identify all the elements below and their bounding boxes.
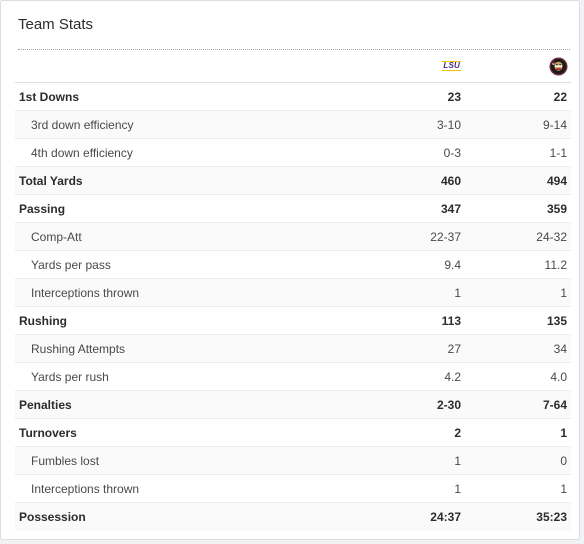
stat-row: Turnovers 2 1 — [15, 419, 571, 447]
stat-value-fsu: 1 — [560, 482, 567, 496]
stat-value-fsu: 494 — [546, 174, 567, 188]
stat-label: Yards per rush — [31, 370, 109, 384]
card-title: Team Stats — [18, 16, 94, 33]
stat-value-fsu: 34 — [553, 342, 567, 356]
stat-label: Penalties — [19, 398, 72, 412]
stat-value-fsu: 135 — [546, 314, 567, 328]
stat-row: Possession 24:37 35:23 — [15, 503, 571, 531]
stat-label: Rushing — [19, 314, 67, 328]
stat-value-lsu: 460 — [440, 174, 461, 188]
fsu-seminole-head-icon — [549, 57, 568, 76]
stat-value-lsu: 2 — [454, 426, 461, 440]
stat-label: Rushing Attempts — [31, 342, 126, 356]
stat-value-lsu: 1 — [454, 482, 461, 496]
stat-value-fsu: 1-1 — [549, 146, 567, 160]
stat-row: Interceptions thrown 1 1 — [15, 279, 571, 307]
stat-value-fsu: 1 — [560, 286, 567, 300]
stat-label: 1st Downs — [19, 90, 80, 104]
stat-value-fsu: 35:23 — [536, 510, 567, 524]
stat-label: Fumbles lost — [31, 454, 100, 468]
stat-value-fsu: 9-14 — [542, 118, 567, 132]
stat-value-fsu: 7-64 — [542, 398, 567, 412]
stat-row: 4th down efficiency 0-3 1-1 — [15, 139, 571, 167]
stat-value-lsu: 27 — [447, 342, 461, 356]
lsu-logo-icon: LSU — [442, 61, 461, 71]
stat-row: Fumbles lost 1 0 — [15, 447, 571, 475]
stat-row: Total Yards 460 494 — [15, 167, 571, 195]
stat-label: Yards per pass — [31, 258, 111, 272]
stat-value-fsu: 11.2 — [544, 258, 567, 272]
stat-value-fsu: 1 — [560, 426, 567, 440]
stat-label: 3rd down efficiency — [31, 118, 134, 132]
stats-table: 1st Downs 23 22 3rd down efficiency 3-10 9-14… — [15, 83, 571, 531]
stat-row: Comp-Att 22-37 24-32 — [15, 223, 571, 251]
stat-value-lsu: 347 — [440, 202, 461, 216]
stat-row: Passing 347 359 — [15, 195, 571, 223]
stat-value-lsu: 1 — [454, 454, 461, 468]
stat-value-lsu: 4.2 — [444, 370, 461, 384]
stat-label: Interceptions thrown — [31, 482, 140, 496]
stat-row: Interceptions thrown 1 1 — [15, 475, 571, 503]
stat-row: Penalties 2-30 7-64 — [15, 391, 571, 419]
stat-label: Comp-Att — [31, 230, 82, 244]
stat-value-fsu: 359 — [546, 202, 567, 216]
stat-row: Rushing 113 135 — [15, 307, 571, 335]
stat-label: Interceptions thrown — [31, 286, 140, 300]
stat-value-fsu: 24-32 — [536, 230, 567, 244]
stat-row: Yards per rush 4.2 4.0 — [15, 363, 571, 391]
stat-value-fsu: 0 — [560, 454, 567, 468]
stat-label: 4th down efficiency — [31, 146, 133, 160]
stat-value-lsu: 1 — [454, 286, 461, 300]
title-divider — [18, 49, 570, 50]
stat-label: Passing — [19, 202, 66, 216]
stat-label: Total Yards — [19, 174, 83, 188]
stat-value-lsu: 22-37 — [430, 230, 461, 244]
stat-value-fsu: 4.0 — [550, 370, 567, 384]
stat-label: Turnovers — [19, 426, 77, 440]
team-header-row: LSU — [15, 52, 571, 83]
stat-label: Possession — [19, 510, 86, 524]
stat-row: Yards per pass 9.4 11.2 — [15, 251, 571, 279]
stat-value-lsu: 9.4 — [444, 258, 461, 272]
stat-row: 1st Downs 23 22 — [15, 83, 571, 111]
stat-value-lsu: 0-3 — [443, 146, 461, 160]
stat-value-lsu: 3-10 — [436, 118, 461, 132]
stat-value-lsu: 2-30 — [436, 398, 461, 412]
stat-value-fsu: 22 — [553, 90, 567, 104]
stat-value-lsu: 24:37 — [430, 510, 461, 524]
stat-row: 3rd down efficiency 3-10 9-14 — [15, 111, 571, 139]
stat-value-lsu: 23 — [447, 90, 461, 104]
stat-row: Rushing Attempts 27 34 — [15, 335, 571, 363]
stat-value-lsu: 113 — [441, 314, 461, 328]
